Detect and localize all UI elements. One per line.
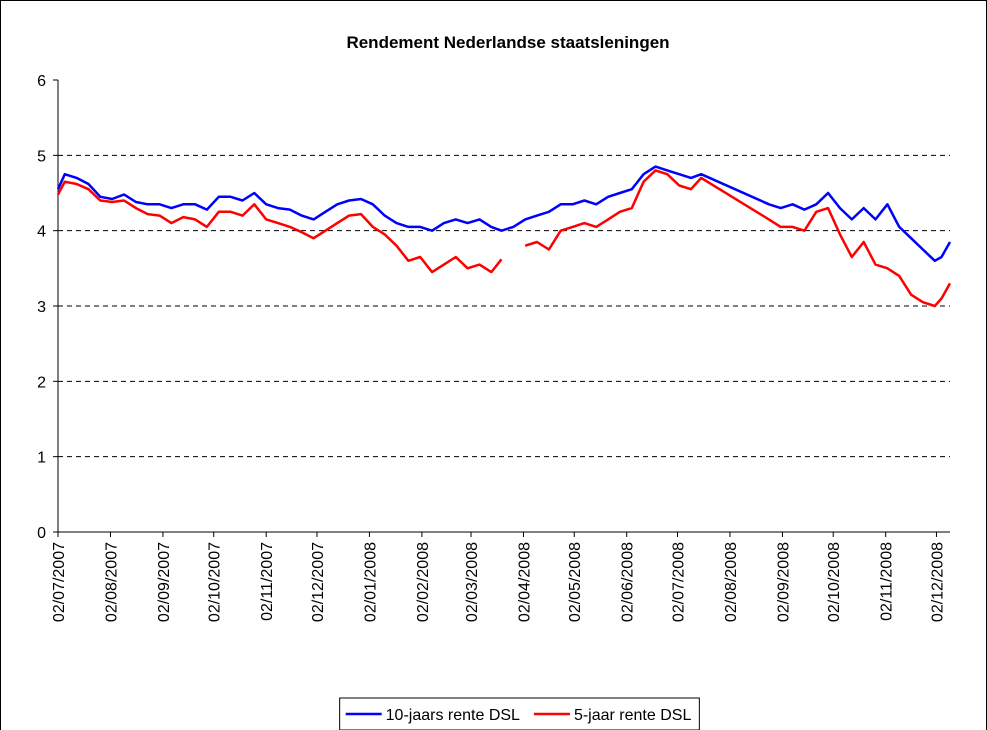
- x-tick-label: 02/07/2008: [670, 542, 687, 622]
- x-tick-label: 02/08/2008: [723, 542, 740, 622]
- legend-box: [339, 697, 700, 730]
- y-tick-label: 3: [37, 299, 46, 316]
- x-tick-label: 02/11/2008: [879, 542, 896, 621]
- legend-label: 10-jaars rente DSL: [386, 707, 520, 724]
- series-line: [56, 165, 952, 263]
- x-tick-label: 02/12/2008: [929, 542, 946, 622]
- x-tick-label: 02/09/2008: [775, 542, 792, 622]
- y-tick-label: 4: [37, 224, 46, 241]
- y-tick-label: 2: [37, 374, 46, 391]
- x-tick-label: 02/07/2007: [51, 542, 68, 622]
- x-tick-label: 02/02/2008: [415, 542, 432, 622]
- x-tick-label: 02/03/2008: [464, 542, 481, 622]
- x-tick-label: 02/06/2008: [620, 542, 637, 622]
- x-tick-label: 02/08/2007: [103, 542, 120, 622]
- x-tick-label: 02/01/2008: [362, 542, 379, 622]
- x-tick-label: 02/09/2007: [156, 542, 173, 622]
- y-tick-label: 0: [37, 525, 46, 542]
- x-tick-label: 02/10/2008: [826, 542, 843, 622]
- chart-title: Rendement Nederlandse staatsleningen: [346, 33, 669, 52]
- x-tick-label: 02/11/2007: [259, 542, 276, 621]
- x-tick-label: 02/10/2007: [207, 542, 224, 622]
- x-tick-label: 02/05/2008: [567, 542, 584, 622]
- y-tick-label: 6: [37, 73, 46, 90]
- legend-label: 5-jaar rente DSL: [574, 707, 691, 724]
- y-tick-label: 1: [37, 450, 46, 467]
- x-tick-label: 02/04/2008: [516, 542, 533, 622]
- legend: 10-jaars rente DSL 5-jaar rente DSL: [339, 697, 700, 730]
- y-tick-label: 5: [37, 148, 46, 165]
- series-line: [56, 169, 952, 308]
- x-tick-label: 02/12/2007: [310, 542, 327, 622]
